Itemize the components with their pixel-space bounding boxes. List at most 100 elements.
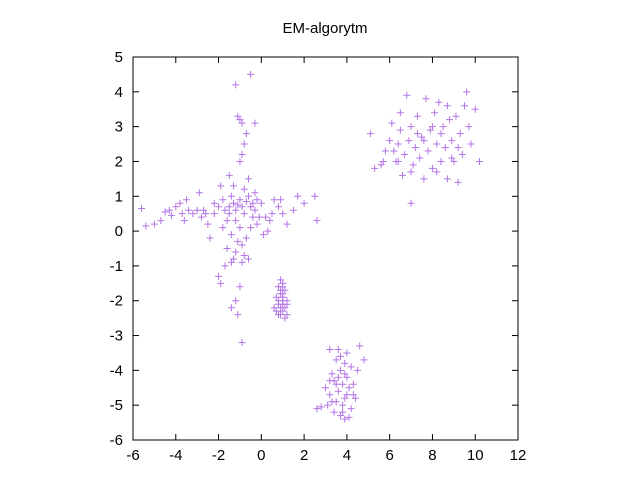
x-tick-label: 12 bbox=[510, 447, 527, 464]
data-point bbox=[416, 154, 424, 162]
data-point bbox=[300, 199, 308, 207]
data-point bbox=[345, 384, 353, 392]
data-point bbox=[424, 147, 432, 155]
data-point bbox=[283, 220, 291, 228]
data-point bbox=[433, 140, 441, 148]
data-point bbox=[245, 255, 252, 263]
data-point bbox=[217, 182, 225, 190]
x-tick-label: -4 bbox=[169, 447, 182, 464]
data-point bbox=[238, 119, 246, 127]
data-point bbox=[245, 175, 252, 183]
data-point bbox=[326, 377, 334, 385]
data-point bbox=[236, 196, 244, 204]
data-point bbox=[215, 203, 223, 211]
data-point bbox=[274, 311, 282, 319]
data-point bbox=[238, 150, 246, 158]
data-point bbox=[283, 300, 291, 308]
y-tick-label: 4 bbox=[115, 84, 123, 101]
data-point bbox=[413, 130, 421, 138]
data-point bbox=[461, 102, 469, 110]
data-point bbox=[232, 297, 240, 305]
data-point bbox=[142, 222, 150, 230]
data-point bbox=[351, 394, 359, 402]
y-tick-label: -6 bbox=[110, 432, 123, 449]
data-point bbox=[379, 157, 387, 165]
data-point bbox=[236, 224, 244, 232]
data-point bbox=[422, 95, 430, 103]
data-point bbox=[236, 157, 244, 165]
data-point bbox=[326, 391, 334, 399]
data-point bbox=[157, 217, 165, 225]
data-point bbox=[225, 210, 233, 218]
data-point bbox=[336, 352, 344, 360]
data-point bbox=[407, 168, 415, 176]
data-point bbox=[221, 262, 229, 270]
data-point bbox=[456, 130, 464, 138]
data-point bbox=[230, 182, 238, 190]
data-point bbox=[253, 220, 261, 228]
x-tick-label: 10 bbox=[467, 447, 484, 464]
data-point bbox=[283, 311, 291, 319]
data-point bbox=[161, 208, 169, 216]
x-tick-label: 0 bbox=[257, 447, 265, 464]
data-point bbox=[407, 199, 415, 207]
data-point bbox=[279, 297, 287, 305]
data-point bbox=[232, 217, 240, 225]
data-point bbox=[227, 231, 235, 239]
data-point bbox=[476, 157, 483, 165]
data-point bbox=[454, 178, 462, 186]
data-point bbox=[204, 220, 212, 228]
data-point bbox=[232, 206, 240, 214]
data-point bbox=[279, 210, 287, 218]
data-point bbox=[251, 119, 259, 127]
data-point bbox=[399, 171, 406, 179]
data-point bbox=[448, 154, 456, 162]
data-point bbox=[317, 403, 325, 411]
data-point bbox=[343, 349, 351, 357]
data-point bbox=[354, 366, 362, 374]
data-point bbox=[366, 130, 374, 138]
data-point bbox=[341, 370, 349, 378]
data-point bbox=[182, 196, 190, 204]
data-point bbox=[247, 224, 255, 232]
chart-title: EM-algorytm bbox=[282, 20, 367, 37]
data-point bbox=[172, 203, 180, 211]
data-point bbox=[347, 363, 355, 371]
data-point bbox=[322, 384, 329, 392]
data-point bbox=[240, 210, 248, 218]
data-point bbox=[471, 105, 479, 113]
data-point bbox=[249, 213, 257, 221]
data-point bbox=[264, 227, 272, 235]
data-point bbox=[437, 130, 445, 138]
data-point bbox=[403, 91, 411, 99]
y-tick-label: -3 bbox=[110, 328, 123, 345]
data-point bbox=[247, 70, 255, 78]
data-point bbox=[334, 345, 342, 353]
data-point bbox=[225, 171, 233, 179]
data-point bbox=[259, 231, 267, 239]
data-point bbox=[454, 144, 462, 152]
data-point bbox=[197, 213, 205, 221]
data-point bbox=[428, 164, 436, 172]
y-tick-label: 5 bbox=[115, 49, 123, 66]
data-point bbox=[238, 241, 246, 249]
data-point bbox=[185, 206, 193, 214]
data-point bbox=[150, 220, 158, 228]
data-point bbox=[268, 210, 276, 218]
data-point bbox=[437, 157, 445, 165]
data-point bbox=[334, 387, 342, 395]
data-point bbox=[371, 164, 379, 172]
data-point bbox=[324, 401, 332, 409]
data-point bbox=[443, 175, 451, 183]
data-point bbox=[405, 137, 413, 145]
data-point bbox=[238, 258, 246, 266]
data-point bbox=[242, 234, 250, 242]
y-tick-label: 2 bbox=[115, 153, 123, 170]
x-axis: -6 -4 -2 0 2 4 6 8 10 12 bbox=[126, 57, 526, 464]
data-point bbox=[289, 206, 297, 214]
data-point bbox=[463, 88, 471, 96]
data-point bbox=[411, 144, 419, 152]
data-point bbox=[334, 373, 342, 381]
y-axis: -6 -5 -4 -3 -2 -1 0 1 2 3 4 5 bbox=[110, 49, 518, 449]
x-tick-label: 2 bbox=[300, 447, 308, 464]
